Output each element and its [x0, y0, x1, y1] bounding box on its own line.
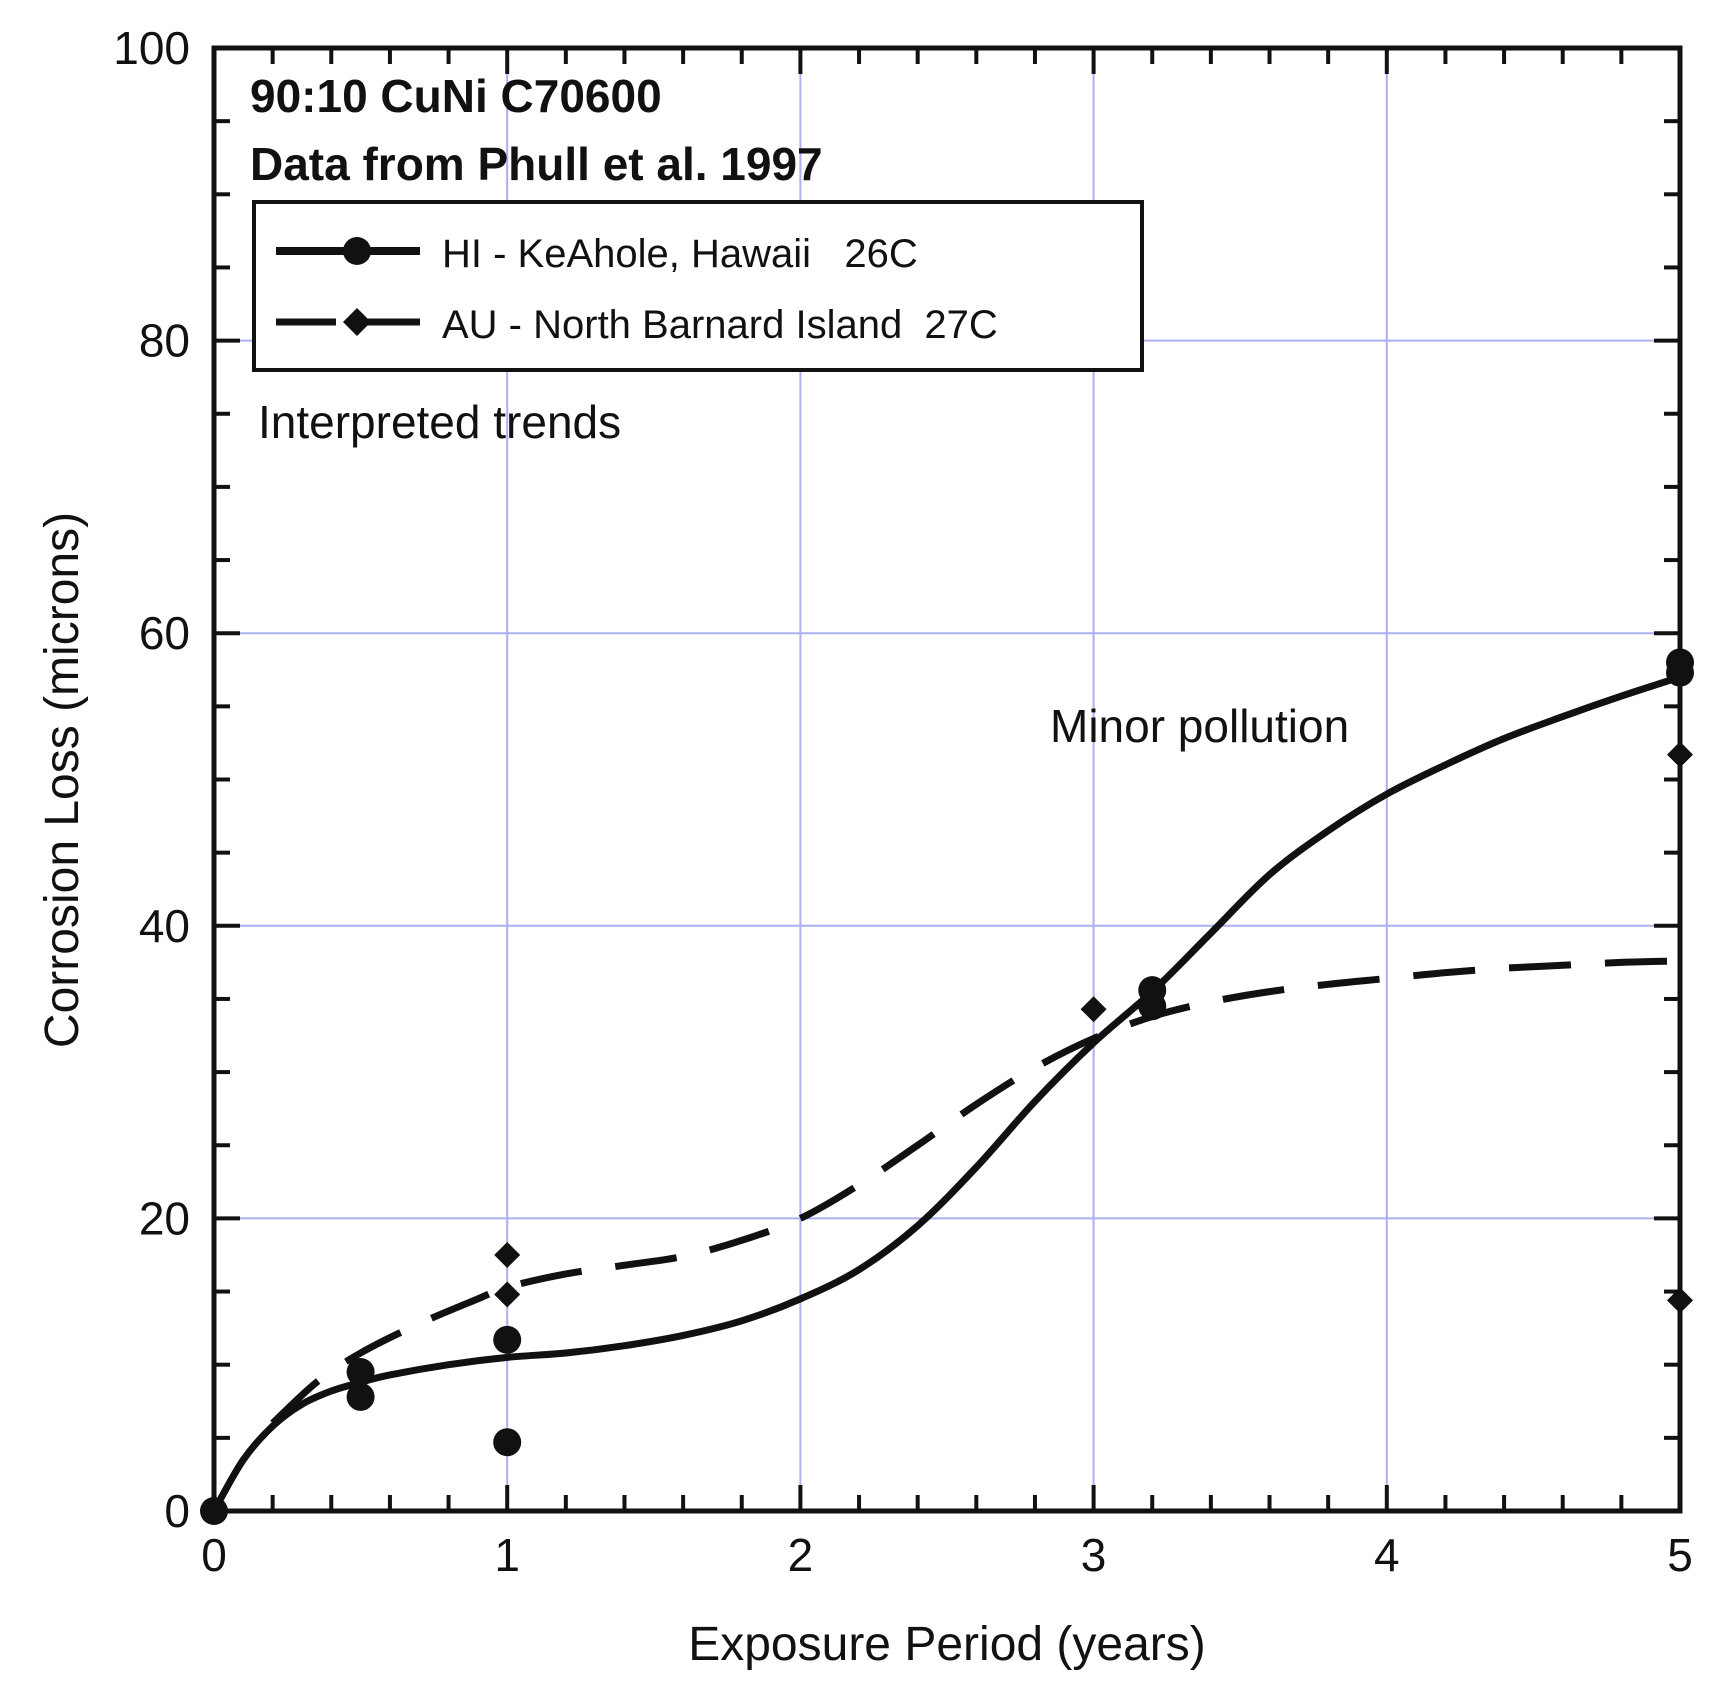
- x-tick-label: 1: [494, 1529, 520, 1581]
- data-point-hawaii: [493, 1428, 522, 1457]
- data-markers: [200, 648, 1694, 1525]
- data-point-hawaii: [346, 1358, 375, 1387]
- y-tick-label: 40: [139, 900, 190, 952]
- data-point-barnard: [1080, 996, 1107, 1023]
- data-point-hawaii: [1138, 976, 1167, 1005]
- legend-hi-label: HI - KeAhole, Hawaii 26C: [442, 232, 918, 276]
- chart-title: 90:10 CuNi C70600: [250, 70, 662, 122]
- legend: HI - KeAhole, Hawaii 26C AU - North Barn…: [252, 200, 1144, 372]
- annotation-interpreted-trends: Interpreted trends: [258, 396, 621, 448]
- data-point-hawaii: [493, 1325, 522, 1354]
- x-tick-label: 5: [1667, 1529, 1693, 1581]
- x-axis-title: Exposure Period (years): [688, 1618, 1206, 1671]
- annotation-minor-pollution: Minor pollution: [1050, 700, 1349, 752]
- x-tick-label: 2: [788, 1529, 814, 1581]
- chart-subtitle: Data from Phull et al. 1997: [250, 138, 823, 190]
- legend-hi-marker: [343, 237, 371, 265]
- legend-au-label: AU - North Barnard Island 27C: [442, 303, 998, 347]
- y-axis-title: Corrosion Loss (microns): [36, 512, 89, 1048]
- tick-labels: 0 1 2 3 4 5 0 20 40 60 80 100: [113, 22, 1693, 1581]
- y-tick-label: 20: [139, 1192, 190, 1244]
- y-tick-label: 0: [164, 1485, 190, 1537]
- y-tick-label: 100: [113, 22, 190, 74]
- y-tick-label: 60: [139, 607, 190, 659]
- data-point-barnard: [494, 1241, 521, 1268]
- y-tick-label: 80: [139, 315, 190, 367]
- legend-au-marker: [343, 308, 371, 336]
- plot-frame: [211, 45, 1683, 1514]
- data-point-barnard: [494, 1281, 521, 1308]
- data-point-hawaii: [346, 1382, 375, 1411]
- trend-line-barnard: [270, 957, 1681, 1426]
- x-tick-label: 0: [201, 1529, 227, 1581]
- x-tick-label: 3: [1081, 1529, 1107, 1581]
- legend-box: [252, 200, 1144, 372]
- x-tick-label: 4: [1374, 1529, 1400, 1581]
